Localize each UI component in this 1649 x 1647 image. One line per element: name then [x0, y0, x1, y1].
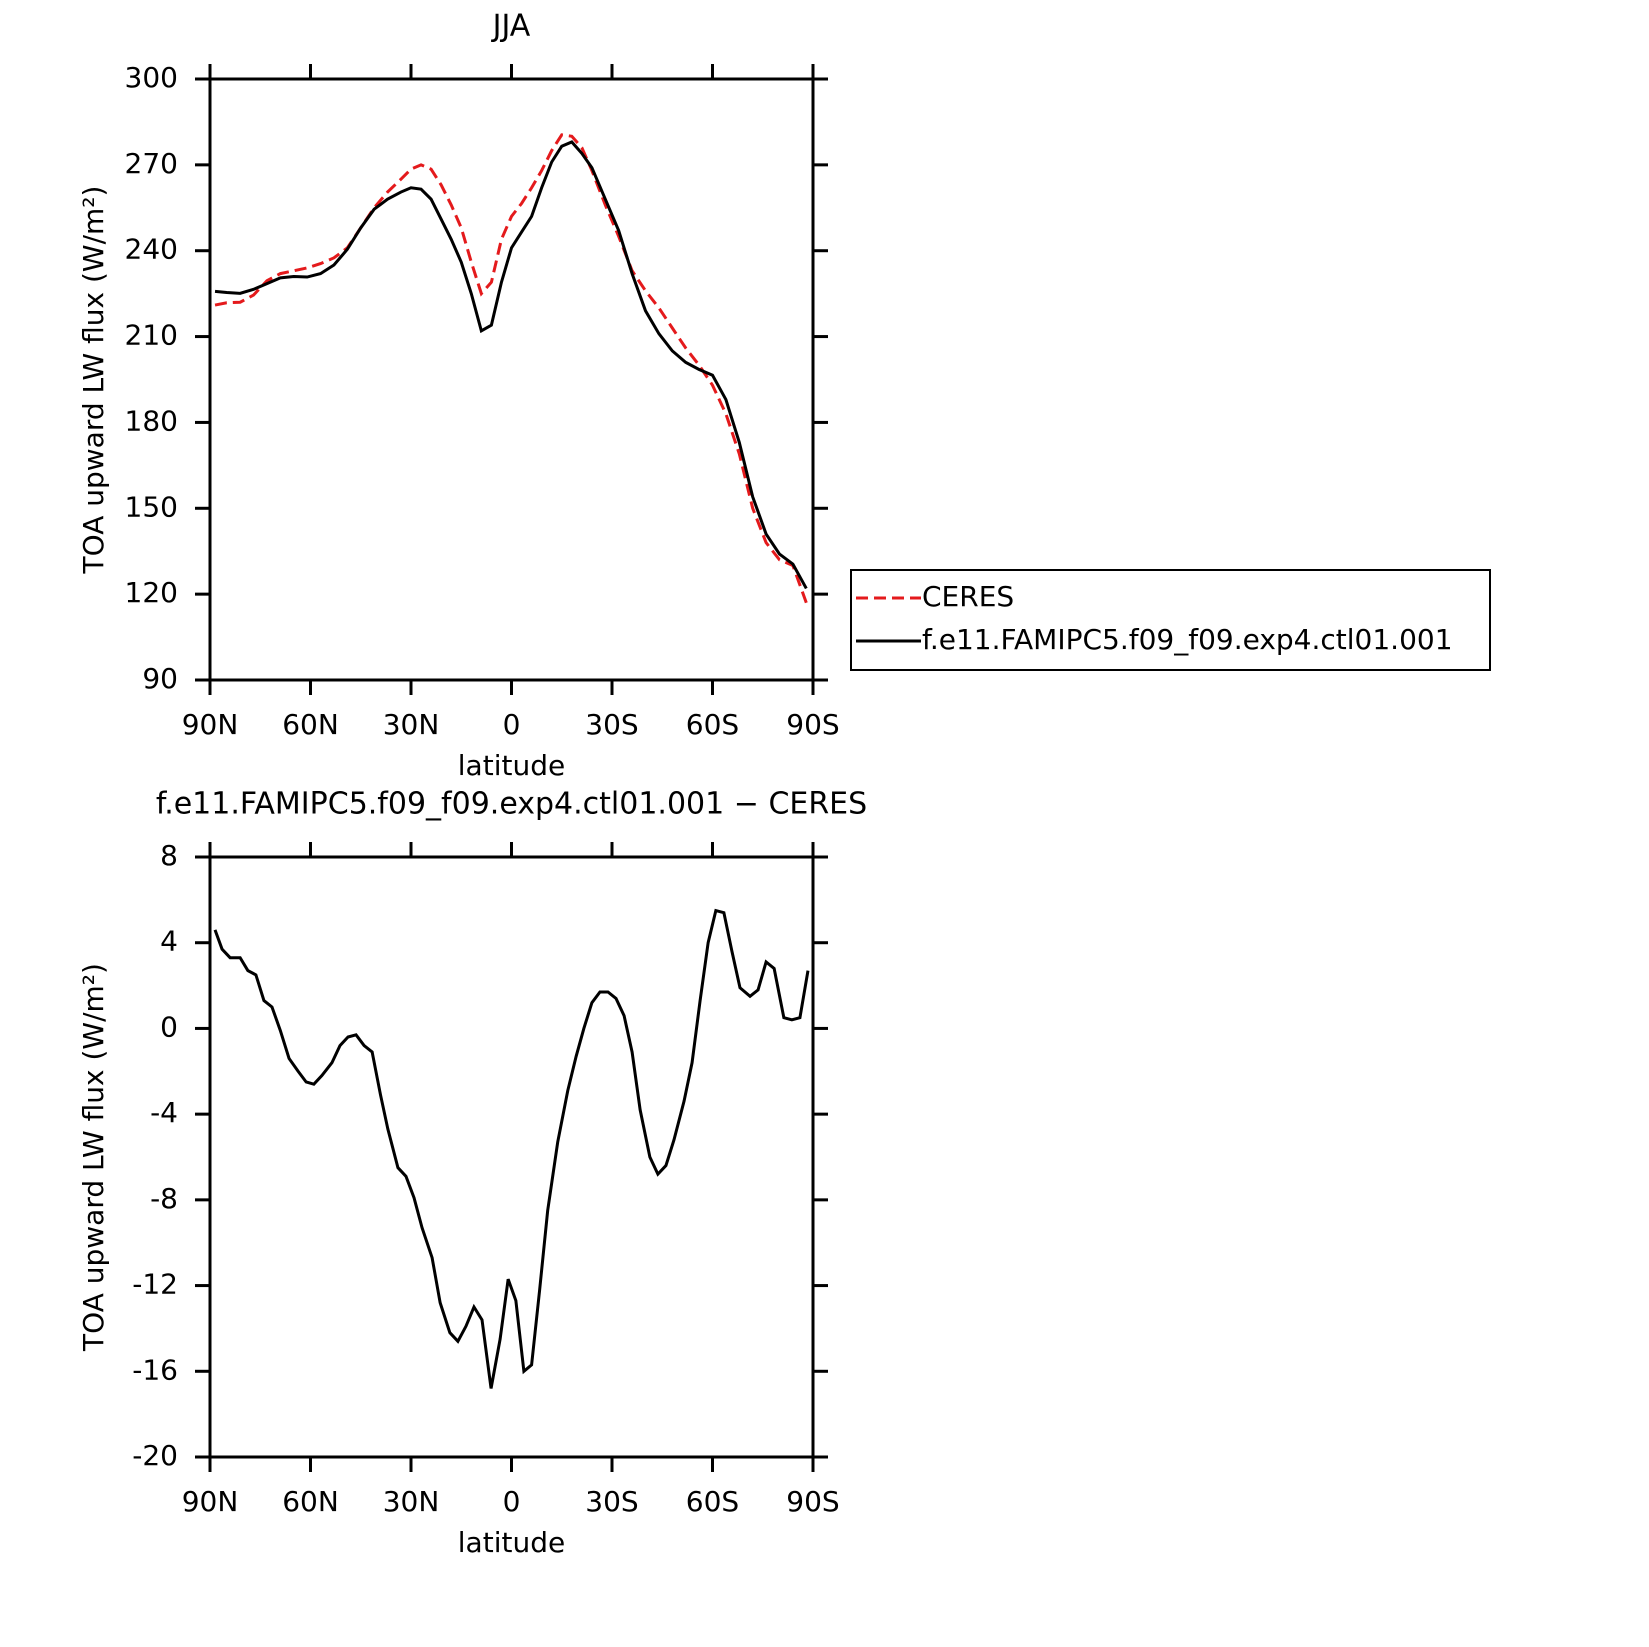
y-tick-label: 270 [125, 147, 178, 180]
x-tick-label: 90N [182, 1485, 239, 1518]
x-tick-label: 90S [786, 1485, 839, 1518]
y-tick-label: 0 [160, 1010, 178, 1043]
x-tick-label: 30N [383, 708, 440, 741]
x-tick-label: 30S [585, 708, 638, 741]
x-tick-label: 60N [282, 1485, 339, 1518]
y-tick-label: 210 [125, 319, 178, 352]
x-tick-label: 0 [503, 1485, 521, 1518]
y-tick-label: 90 [142, 662, 178, 695]
chart-title: f.e11.FAMIPC5.f09_f09.exp4.ctl01.001 − C… [156, 787, 867, 822]
y-tick-label: 300 [125, 61, 178, 94]
y-tick-label: 8 [160, 839, 178, 872]
legend-label: CERES [922, 580, 1014, 613]
y-tick-label: 150 [125, 490, 178, 523]
plot-frame [208, 77, 815, 682]
chart-title: JJA [491, 9, 531, 44]
y-tick-label: 240 [125, 233, 178, 266]
x-tick-label: 0 [503, 708, 521, 741]
plot-frame [208, 855, 815, 1459]
x-tick-label: 60S [686, 708, 739, 741]
y-axis-label: TOA upward LW flux (W/m²) [77, 963, 110, 1352]
x-tick-label: 60N [282, 708, 339, 741]
x-tick-label: 30S [585, 1485, 638, 1518]
y-tick-label: -8 [150, 1182, 178, 1215]
y-tick-label: -12 [132, 1268, 178, 1301]
data-line [214, 133, 808, 604]
y-tick-label: -20 [132, 1439, 178, 1472]
data-line [213, 908, 810, 1389]
y-tick-label: 180 [125, 404, 178, 437]
legend-label: f.e11.FAMIPC5.f09_f09.exp4.ctl01.001 [922, 623, 1453, 656]
x-tick-label: 90N [182, 708, 239, 741]
data-line [214, 140, 808, 590]
y-tick-label: -4 [150, 1096, 178, 1129]
y-axis-label: TOA upward LW flux (W/m²) [77, 186, 110, 575]
y-tick-label: 4 [160, 925, 178, 958]
x-tick-label: 30N [383, 1485, 440, 1518]
x-tick-label: 60S [686, 1485, 739, 1518]
y-tick-label: -16 [132, 1353, 178, 1386]
legend-box [850, 569, 1491, 671]
x-tick-label: 90S [786, 708, 839, 741]
y-tick-label: 120 [125, 576, 178, 609]
x-axis-label: latitude [458, 749, 565, 782]
x-axis-label: latitude [458, 1526, 565, 1559]
